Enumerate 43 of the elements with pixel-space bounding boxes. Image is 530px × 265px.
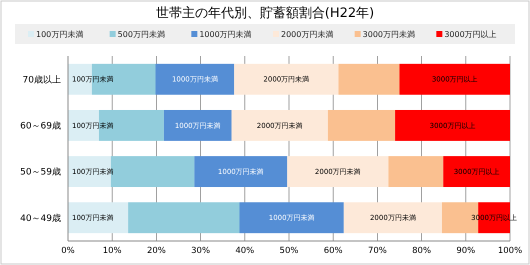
- x-tick-label: 0%: [61, 246, 75, 256]
- y-tick-label: 70歳以上: [22, 74, 61, 86]
- bar: [156, 64, 234, 95]
- bar: [68, 202, 128, 234]
- bar: [68, 110, 99, 141]
- y-tick-label: 40～49歳: [20, 212, 61, 224]
- x-tick-label: 90%: [456, 246, 476, 256]
- bar: [400, 64, 510, 95]
- x-tick-label: 60%: [324, 246, 343, 256]
- legend-label: 500万円未満: [118, 30, 165, 39]
- bar: [328, 110, 396, 141]
- x-tick-label: 80%: [412, 246, 432, 256]
- bar: [234, 64, 339, 95]
- legend-label: 100万円未満: [36, 30, 84, 39]
- bar: [92, 64, 156, 95]
- legend-label: 3000万円以上: [444, 30, 497, 39]
- bar: [164, 110, 232, 141]
- bar: [68, 156, 111, 188]
- bar: [395, 110, 510, 141]
- bar: [338, 64, 400, 95]
- x-tick-label: 100%: [498, 246, 522, 256]
- x-tick-label: 30%: [191, 246, 210, 256]
- bar: [232, 110, 328, 141]
- legend-label: 1000万円未満: [199, 30, 252, 39]
- legend-label: 2000万円未満: [281, 30, 334, 39]
- y-tick-label: 50～59歳: [20, 166, 61, 178]
- bar: [98, 110, 164, 141]
- bar: [194, 156, 288, 188]
- bar: [344, 202, 442, 234]
- bar: [68, 64, 92, 95]
- y-tick-label: 60～69歳: [20, 120, 61, 132]
- x-tick-label: 20%: [146, 246, 166, 256]
- x-tick-label: 40%: [235, 246, 254, 256]
- legend-label: 3000万円未満: [362, 30, 416, 39]
- x-tick-label: 10%: [102, 246, 122, 256]
- bar: [128, 202, 240, 234]
- bar: [388, 156, 444, 188]
- x-tick-label: 50%: [280, 246, 298, 256]
- bar: [239, 202, 344, 234]
- x-tick-label: 70%: [368, 246, 387, 256]
- chart-title: 世帯主の年代別、貯蓄額割合(H22年): [156, 5, 374, 21]
- bar: [287, 156, 388, 188]
- bar: [443, 156, 510, 188]
